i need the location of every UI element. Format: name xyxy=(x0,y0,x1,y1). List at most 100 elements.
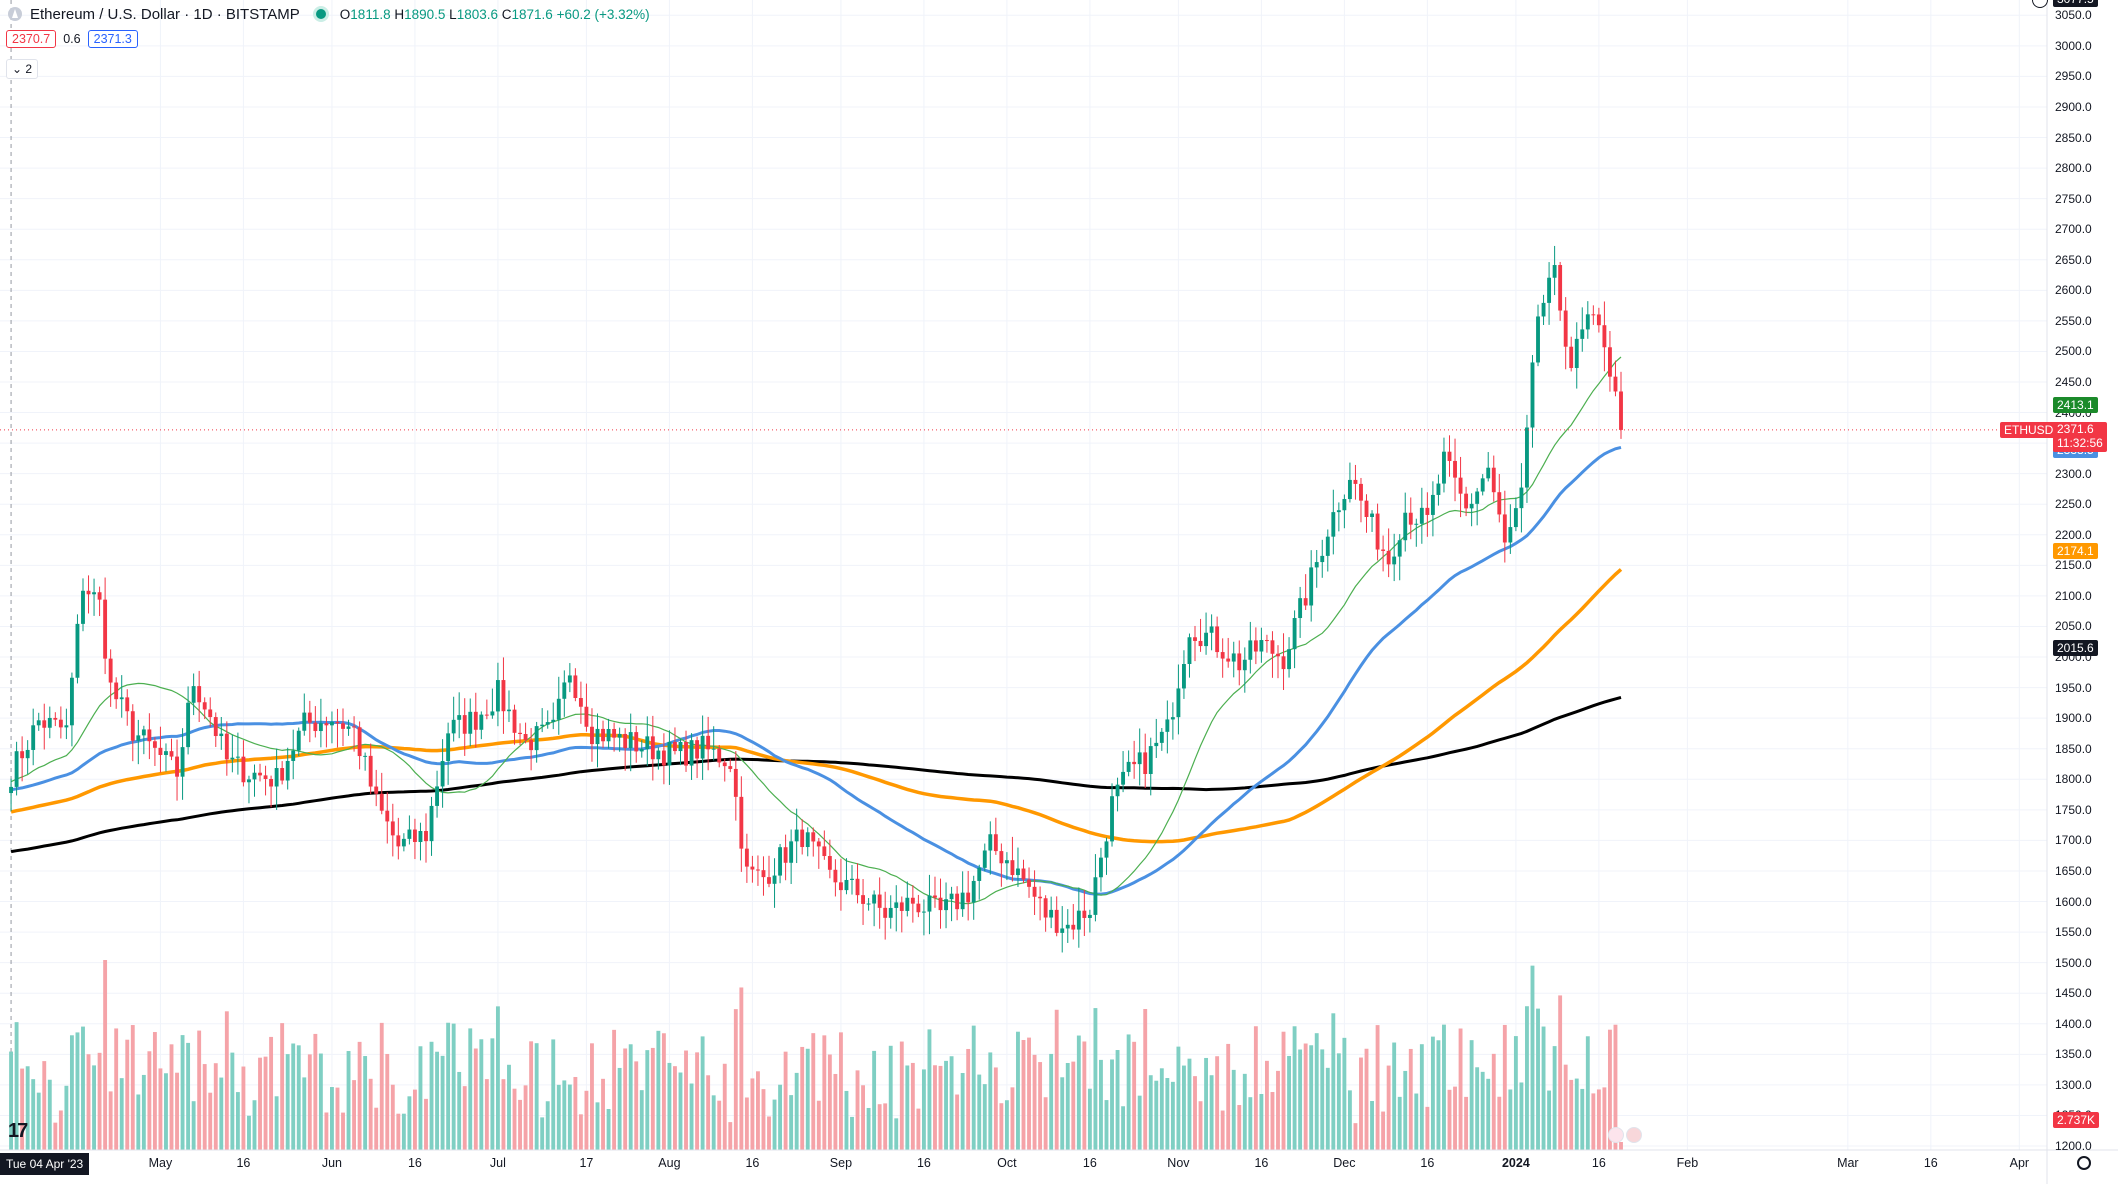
candle-body xyxy=(899,902,904,911)
volume-bar xyxy=(1442,1024,1446,1150)
candle-body xyxy=(1397,540,1402,557)
volume-bar xyxy=(833,1073,838,1150)
flash-icon[interactable] xyxy=(1608,1127,1624,1143)
candle-body xyxy=(1204,632,1209,647)
volume-bar xyxy=(1563,1064,1568,1150)
volume-bar xyxy=(1436,1040,1441,1150)
bar-countdown: 11:32:56 xyxy=(2057,435,2103,450)
buy-price-button[interactable]: 2371.3 xyxy=(87,30,138,48)
candle-body xyxy=(1071,924,1076,930)
candle-body xyxy=(396,835,401,847)
price-tick-label: 2050.0 xyxy=(2055,619,2092,634)
volume-bar xyxy=(1187,1058,1192,1150)
event-flag-icons[interactable] xyxy=(1608,1127,1642,1143)
volume-bar xyxy=(92,1065,96,1150)
market-status-icon[interactable] xyxy=(315,9,326,19)
candle-body xyxy=(1419,507,1424,524)
tradingview-logo[interactable]: 17 xyxy=(8,1120,28,1142)
candle-body xyxy=(573,675,578,699)
volume-bar xyxy=(258,1057,262,1150)
candle-body xyxy=(877,894,882,908)
candle-body xyxy=(1353,479,1358,484)
candle-body xyxy=(1215,626,1220,653)
candle-body xyxy=(75,623,80,678)
candle-body xyxy=(86,590,91,595)
candle-body xyxy=(313,722,318,732)
volume-bar xyxy=(750,1078,755,1150)
time-tick-label: 17 xyxy=(579,1156,594,1170)
volume-bar xyxy=(97,1052,102,1150)
volume-bar xyxy=(540,1117,545,1150)
candle-body xyxy=(789,841,794,863)
volume-bar xyxy=(1087,1088,1092,1150)
candle-body xyxy=(1486,467,1491,479)
volume-bar xyxy=(656,1030,661,1150)
volume-bar xyxy=(739,987,744,1150)
candle-body xyxy=(219,733,224,737)
candle-body xyxy=(1248,640,1253,660)
volume-bar xyxy=(1154,1080,1159,1150)
candle-body xyxy=(429,805,434,842)
candle-body xyxy=(1220,652,1225,659)
volume-bar xyxy=(169,1044,174,1150)
volume-bar xyxy=(1392,1042,1397,1150)
volume-bar xyxy=(1043,1097,1048,1150)
time-tick-label: Jun xyxy=(321,1156,343,1170)
candle-body xyxy=(1027,879,1031,887)
candle-body xyxy=(36,720,41,726)
sell-price-button[interactable]: 2370.7 xyxy=(6,30,57,48)
volume-bar xyxy=(861,1085,865,1150)
candle-body xyxy=(1004,860,1009,864)
candle-body xyxy=(280,768,285,781)
ohlc-values: O1811.8 H1890.5 L1803.6 C1871.6 +60.2 (+… xyxy=(339,6,650,22)
price-tick-label: 2650.0 xyxy=(2055,252,2092,267)
candle-body xyxy=(1154,742,1159,747)
volume-bar xyxy=(1148,1075,1153,1150)
price-tick-label: 2550.0 xyxy=(2055,313,2092,328)
candle-body xyxy=(1342,499,1347,511)
volume-bar xyxy=(838,1032,843,1150)
candle-body xyxy=(424,831,428,842)
candle-body xyxy=(866,903,871,905)
volume-bar xyxy=(1513,1036,1518,1150)
candle-body xyxy=(197,686,202,703)
candle-body xyxy=(1447,451,1452,461)
volume-bar xyxy=(728,1122,733,1150)
settings-gear-icon[interactable] xyxy=(2077,1156,2091,1170)
volume-bar xyxy=(302,1077,307,1150)
candle-body xyxy=(103,599,108,659)
volume-bar xyxy=(1220,1110,1225,1150)
volume-bar xyxy=(827,1054,832,1150)
volume-bar xyxy=(1403,1070,1408,1150)
time-tick-label: Apr xyxy=(2009,1156,2030,1170)
volume-bar xyxy=(418,1046,423,1150)
candle-body xyxy=(733,768,738,797)
volume-bar xyxy=(130,1025,135,1150)
time-tick-label: 16 xyxy=(1082,1156,1097,1170)
candle-body xyxy=(191,686,196,703)
price-tick-label: 1850.0 xyxy=(2055,741,2092,756)
candle-body xyxy=(462,715,467,734)
indicators-toggle-button[interactable]: ⌄ 2 xyxy=(6,59,39,79)
volume-bar xyxy=(1060,1077,1065,1150)
candle-body xyxy=(1525,427,1529,488)
candle-body xyxy=(1513,508,1518,528)
us-flag-icon[interactable] xyxy=(1626,1127,1642,1143)
candle-body xyxy=(1608,347,1612,377)
candle-body xyxy=(164,751,168,755)
candle-body xyxy=(1237,653,1242,671)
volume-bar xyxy=(971,1025,976,1150)
volume-bar xyxy=(944,1060,948,1150)
volume-bar xyxy=(147,1051,152,1150)
symbol-title[interactable]: Ethereum / U.S. Dollar · 1D · BITSTAMP xyxy=(30,5,300,23)
volume-bar xyxy=(219,1077,224,1150)
price-tick-label: 1950.0 xyxy=(2055,680,2092,695)
volume-bar xyxy=(1204,1057,1209,1150)
ma100-line xyxy=(10,568,1623,844)
candle-body xyxy=(136,735,141,741)
candle-body xyxy=(158,747,163,755)
volume-bar xyxy=(816,1100,821,1150)
volume-bar xyxy=(1027,1037,1031,1150)
candle-body xyxy=(1574,338,1579,368)
